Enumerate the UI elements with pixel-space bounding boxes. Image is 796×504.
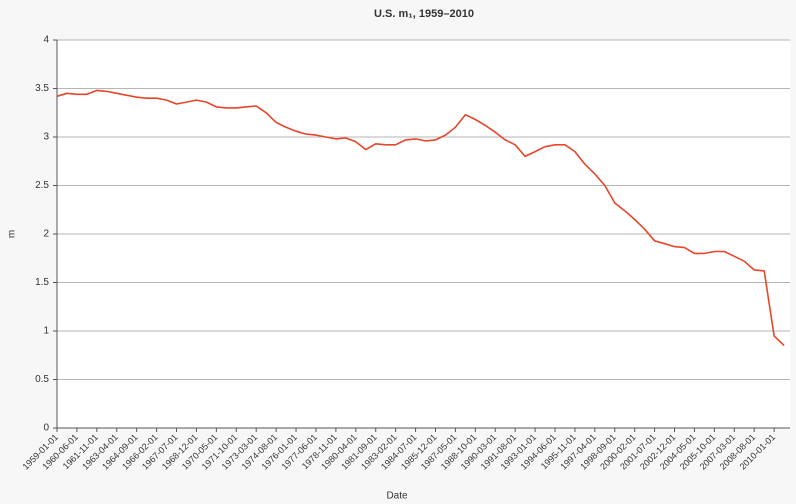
x-axis-label: Date [386,491,408,502]
y-tick-label: 0 [43,423,49,434]
data-line [56,89,785,347]
chart-title: U.S. m₁, 1959–2010 [374,8,474,20]
y-axis-label: m [7,230,18,238]
y-tick-label: 3.5 [35,83,49,94]
y-tick-label: 0.5 [35,374,49,385]
y-tick-label: 1 [43,326,49,337]
y-tick-label: 4 [43,35,49,46]
y-tick-label: 1.5 [35,277,49,288]
y-tick-label: 3 [43,132,49,143]
y-tick-label: 2.5 [35,180,49,191]
y-tick-label: 2 [43,229,49,240]
